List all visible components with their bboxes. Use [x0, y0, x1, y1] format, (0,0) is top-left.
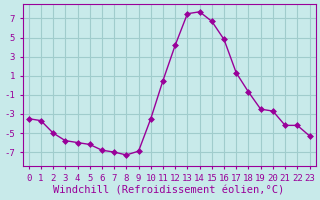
X-axis label: Windchill (Refroidissement éolien,°C): Windchill (Refroidissement éolien,°C) — [53, 186, 285, 196]
